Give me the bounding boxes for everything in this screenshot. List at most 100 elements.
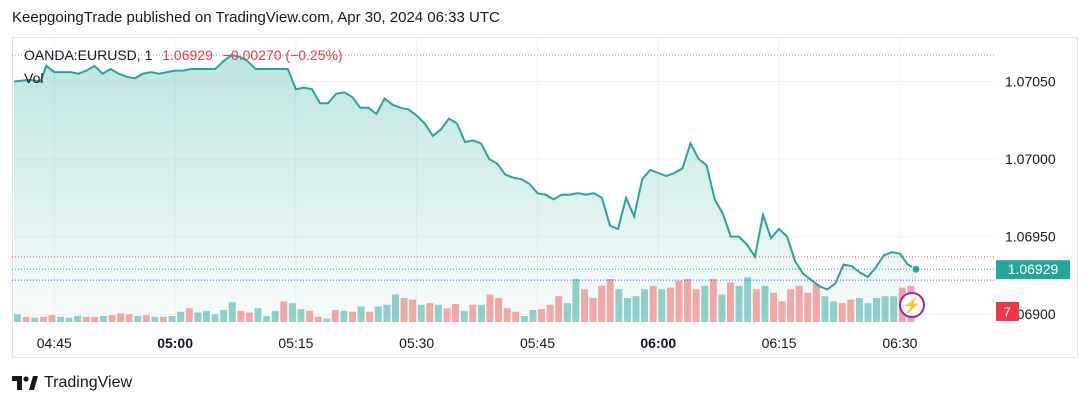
price-badge-label: 1.06929 (1008, 261, 1059, 277)
volume-bar (778, 301, 786, 322)
volume-bar (520, 316, 528, 322)
volume-bar (366, 311, 374, 322)
volume-bar (684, 279, 692, 322)
volume-badge: 7 (996, 302, 1019, 321)
volume-bar (804, 292, 812, 322)
volume-bar (830, 301, 838, 322)
volume-bar (134, 316, 142, 322)
volume-bar (615, 289, 623, 322)
volume-bar (873, 297, 880, 322)
volume-bar (237, 310, 245, 322)
volume-bar (649, 285, 657, 322)
volume-bar (512, 311, 520, 322)
volume-bar (65, 317, 73, 322)
volume-bar (641, 289, 649, 322)
volume-bar (838, 303, 846, 322)
volume-bar (160, 316, 167, 322)
volume-bar (117, 313, 125, 322)
volume-bar (606, 279, 614, 322)
volume-bar (486, 294, 494, 322)
volume-bar (701, 285, 709, 322)
volume-bar (503, 308, 511, 322)
volume-bar (125, 314, 133, 322)
price-line (13, 54, 917, 291)
volume-bar (91, 316, 99, 322)
volume-bar (658, 289, 666, 322)
volume-bar (795, 285, 803, 322)
volume-bar (744, 277, 752, 322)
y-tick-label: 1.06950 (1005, 229, 1056, 245)
volume-bar (692, 289, 700, 322)
x-tick-label: 05:15 (278, 335, 313, 351)
volume-bar (374, 306, 382, 322)
volume-bar (529, 310, 537, 322)
volume-bar (787, 289, 795, 322)
y-tick-label: 1.07000 (1005, 151, 1056, 167)
volume-bar (812, 284, 820, 322)
volume-bar (263, 316, 271, 322)
volume-bar (39, 316, 47, 322)
volume-bar (460, 310, 468, 322)
volume-bar (400, 297, 408, 322)
brand-name: TradingView (44, 374, 133, 391)
volume-label[interactable]: Vol (24, 70, 44, 86)
volume-bar (538, 309, 545, 322)
tradingview-brand[interactable]: TradingView (12, 374, 132, 392)
volume-bar (108, 315, 116, 322)
chart-legend: OANDA:EURUSD, 1 1.06929 −0.00270 (−0.25%… (24, 47, 343, 63)
volume-bar (727, 282, 734, 322)
volume-bar (254, 308, 262, 322)
volume-bar (383, 304, 391, 322)
volume-bar (22, 316, 30, 322)
volume-bar (469, 304, 477, 322)
volume-bar (675, 280, 683, 322)
x-tick-label: 06:00 (640, 335, 676, 351)
volume-bar (271, 310, 279, 322)
volume-bar (288, 303, 296, 322)
volume-bar (752, 289, 760, 322)
volume-bar (452, 303, 460, 322)
volume-badge-label: 7 (1003, 304, 1011, 320)
volume-bar (14, 314, 21, 322)
volume-bar (589, 297, 597, 322)
tradingview-logo-icon (12, 376, 38, 390)
volume-bar (426, 303, 434, 322)
x-tick-label: 04:45 (37, 335, 72, 351)
volume-bar (855, 297, 863, 322)
symbol-label[interactable]: OANDA:EURUSD, 1 (24, 47, 153, 63)
volume-bar (357, 306, 365, 322)
volume-bar (340, 310, 348, 322)
x-tick-label: 06:15 (762, 335, 797, 351)
volume-bar (890, 296, 898, 322)
volume-bar (761, 285, 769, 322)
volume-bar (211, 314, 219, 322)
flash-icon[interactable]: ⚡ (899, 292, 925, 318)
volume-bar (632, 296, 640, 322)
volume-bar (331, 310, 339, 322)
volume-bar (555, 296, 563, 322)
price-badge: 1.06929 (996, 260, 1070, 280)
volume-bar (297, 309, 305, 322)
volume-bar (177, 311, 185, 322)
volume-bar (57, 316, 64, 322)
publish-header: KeepgoingTrade published on TradingView.… (12, 9, 500, 26)
volume-bar (142, 315, 150, 322)
x-tick-label: 05:00 (157, 335, 193, 351)
time-axis[interactable]: 04:45 05:00 05:15 05:30 05:45 06:00 06:15 06:30 (37, 335, 918, 351)
volume-bar (314, 316, 322, 322)
volume-bar (280, 301, 288, 322)
volume-bar (48, 315, 56, 322)
volume-bar (864, 303, 872, 322)
volume-bar (417, 304, 425, 322)
last-price-dot (911, 264, 921, 274)
volume-bar (99, 316, 107, 322)
x-tick-label: 05:45 (520, 335, 555, 351)
volume-bar (74, 316, 82, 322)
volume-bar (477, 304, 485, 322)
volume-bar (572, 279, 580, 322)
volume-bar (323, 318, 331, 322)
y-tick-label: 1.07050 (1005, 74, 1056, 90)
chart-frame (12, 37, 1078, 358)
